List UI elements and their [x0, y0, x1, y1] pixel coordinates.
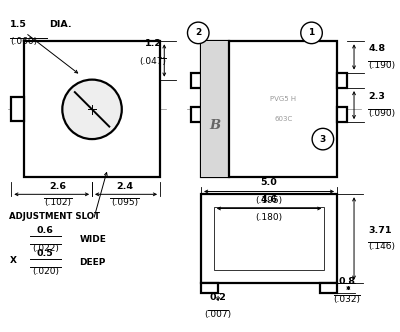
- Text: (.090): (.090): [368, 109, 395, 118]
- Text: B: B: [210, 119, 221, 132]
- Text: 2: 2: [195, 28, 201, 38]
- Bar: [201, 42, 337, 177]
- Text: ADJUSTMENT SLOT: ADJUSTMENT SLOT: [9, 212, 100, 221]
- Text: 0.6: 0.6: [37, 226, 54, 235]
- Text: (.060): (.060): [10, 37, 37, 46]
- Bar: [320, 283, 337, 293]
- Text: 2.6: 2.6: [50, 182, 66, 191]
- Text: 4.8: 4.8: [368, 44, 385, 53]
- Text: 3: 3: [320, 134, 326, 144]
- Text: 3.71: 3.71: [368, 226, 392, 235]
- Circle shape: [62, 80, 122, 139]
- Text: WIDE: WIDE: [79, 235, 106, 244]
- Bar: [337, 107, 347, 122]
- Text: 5.0: 5.0: [261, 178, 278, 187]
- Text: X: X: [10, 256, 17, 265]
- Text: 4.6: 4.6: [260, 195, 278, 204]
- Bar: [214, 207, 324, 270]
- Bar: [24, 42, 160, 177]
- Text: DEEP: DEEP: [79, 258, 106, 267]
- Text: DIA.: DIA.: [50, 20, 72, 29]
- Text: (.195): (.195): [256, 196, 283, 205]
- Bar: [191, 72, 201, 88]
- Circle shape: [188, 22, 209, 43]
- Text: (.095): (.095): [111, 198, 138, 207]
- Bar: [337, 72, 347, 88]
- Text: (.146): (.146): [368, 242, 395, 251]
- Text: 1: 1: [308, 28, 315, 38]
- Text: (.180): (.180): [256, 213, 283, 222]
- Text: (.102): (.102): [44, 198, 72, 207]
- Text: 0.8: 0.8: [338, 277, 356, 287]
- Bar: [201, 194, 337, 283]
- Text: (.032): (.032): [334, 295, 360, 304]
- Text: 0.2: 0.2: [210, 293, 226, 302]
- Text: (.022): (.022): [32, 244, 59, 253]
- Text: (.190): (.190): [368, 61, 395, 70]
- Text: (.047): (.047): [140, 57, 166, 66]
- Text: 0.5: 0.5: [37, 249, 54, 258]
- Circle shape: [312, 128, 334, 150]
- Text: 603C: 603C: [274, 116, 292, 122]
- Bar: [191, 107, 201, 122]
- Bar: [201, 283, 218, 293]
- Text: 1.5: 1.5: [10, 20, 27, 29]
- Text: (.020): (.020): [32, 267, 59, 276]
- Text: 1.2: 1.2: [144, 40, 162, 48]
- Text: 2.4: 2.4: [116, 182, 133, 191]
- Text: (.007): (.007): [204, 310, 232, 319]
- Text: PVG5 H: PVG5 H: [270, 96, 296, 103]
- Bar: [11, 97, 24, 122]
- Circle shape: [301, 22, 322, 43]
- Text: 2.3: 2.3: [368, 92, 385, 101]
- Bar: [201, 42, 230, 177]
